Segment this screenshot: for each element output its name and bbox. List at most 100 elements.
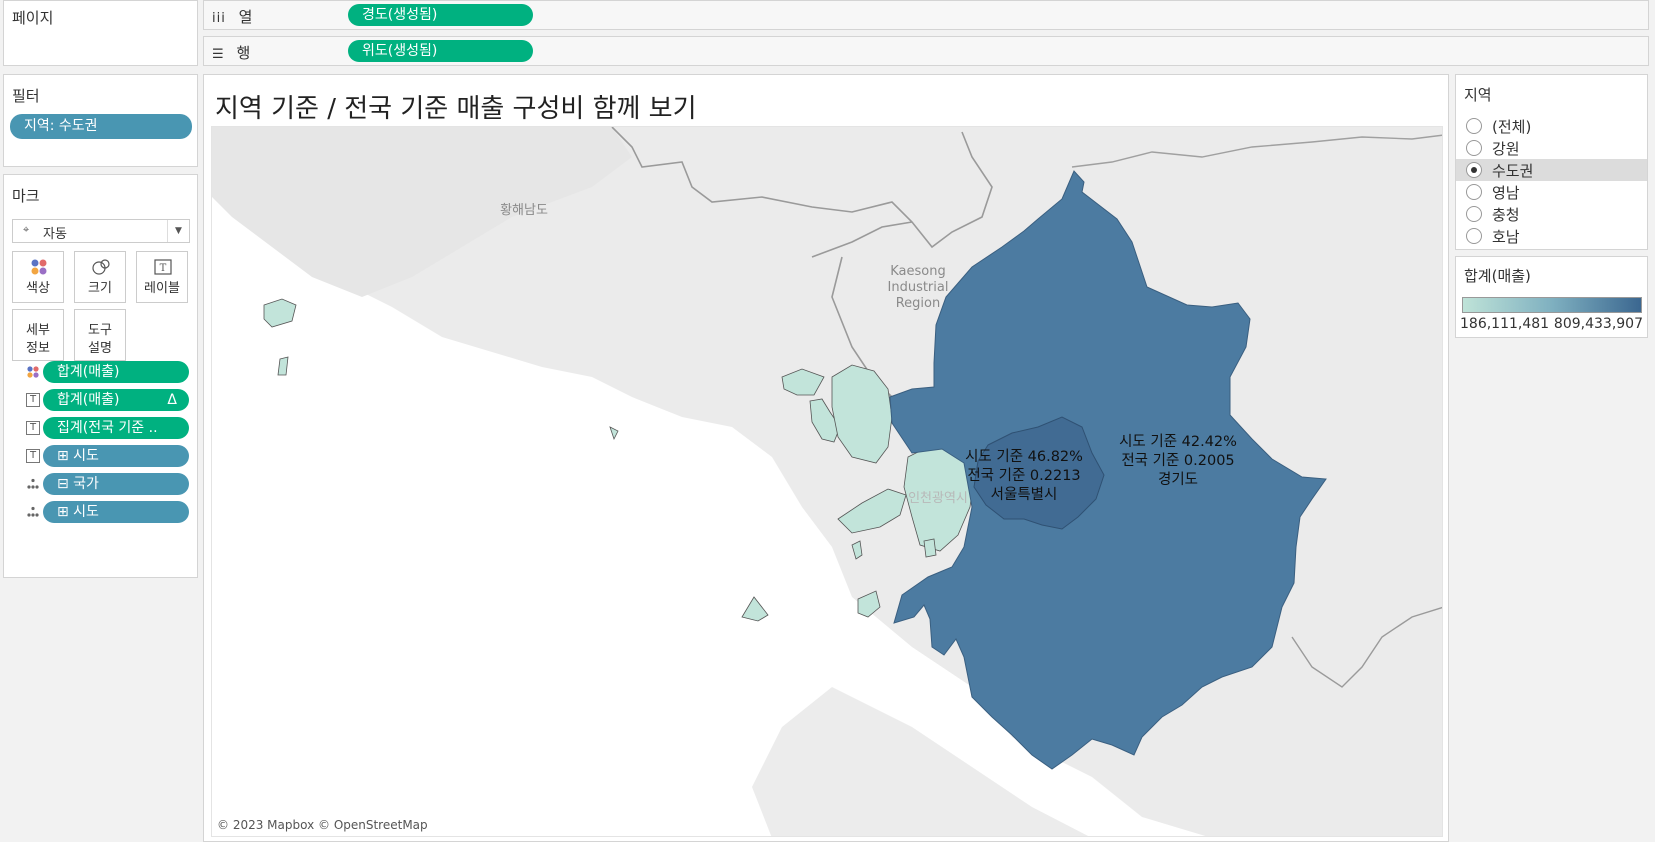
place-kaesong-2: Industrial xyxy=(888,280,949,295)
region-option-label: 강원 xyxy=(1492,140,1520,158)
region-option-label: 영남 xyxy=(1492,184,1520,202)
field-pill-sido-label[interactable]: ⊞ 시도 xyxy=(43,445,189,467)
radio-icon xyxy=(1466,140,1482,156)
size-label: 크기 xyxy=(88,281,112,296)
color-icon xyxy=(31,259,47,275)
text-icon: T xyxy=(26,449,40,463)
color-button[interactable]: 색상 xyxy=(12,251,64,303)
tooltip-label-1: 도구 xyxy=(88,323,112,338)
latitude-pill[interactable]: 위도(생성됨) xyxy=(348,40,533,62)
color-legend-panel: 합계(매출) 186,111,481 809,433,907 xyxy=(1455,256,1648,338)
region-filter-panel: 지역 (전체) 강원 수도권 영남 충청 호남 xyxy=(1455,74,1648,250)
map-mark-icon: ⌖ xyxy=(23,223,30,236)
columns-icon: iii xyxy=(212,11,226,26)
land-west xyxy=(212,127,632,297)
columns-label: 열 xyxy=(238,8,253,26)
rows-icon: ☰ xyxy=(212,47,224,62)
color-label: 색상 xyxy=(26,281,50,296)
delta-icon: Δ xyxy=(167,392,177,408)
place-kaesong-3: Region xyxy=(896,296,941,311)
gyeonggi-region[interactable] xyxy=(889,170,1327,770)
radio-icon xyxy=(1466,206,1482,222)
size-icon xyxy=(92,259,110,275)
longitude-pill[interactable]: 경도(생성됨) xyxy=(348,4,533,26)
field-pill-country[interactable]: ⊟ 국가 xyxy=(43,473,189,495)
sheet-title: 지역 기준 / 전국 기준 매출 구성비 함께 보기 xyxy=(215,94,697,124)
tooltip-button[interactable]: 도구 설명 xyxy=(74,309,126,361)
detail-icon xyxy=(26,505,40,519)
legend-min: 186,111,481 xyxy=(1460,316,1550,332)
radio-selected-icon xyxy=(1466,162,1482,178)
text-icon: T xyxy=(26,421,40,435)
columns-shelf-label: iii 열 xyxy=(212,6,252,27)
field-pill-sum-sales-color[interactable]: 합계(매출) xyxy=(43,361,189,383)
field-pill-sido-detail[interactable]: ⊞ 시도 xyxy=(43,501,189,523)
legend-gradient xyxy=(1462,297,1642,313)
size-button[interactable]: 크기 xyxy=(74,251,126,303)
map-svg: 황해남도 Kaesong Industrial Region 인천광역시 시도 … xyxy=(212,127,1442,836)
radio-icon xyxy=(1466,184,1482,200)
land-south xyxy=(752,687,1089,836)
radio-icon xyxy=(1466,228,1482,244)
field-pill-sum-sales-label[interactable]: 합계(매출) Δ xyxy=(43,389,189,411)
filters-panel: 필터 지역: 수도권 xyxy=(3,74,198,167)
region-option-chungcheong[interactable]: 충청 xyxy=(1456,203,1647,225)
legend-title: 합계(매출) xyxy=(1464,267,1531,285)
place-kaesong-1: Kaesong xyxy=(890,264,945,279)
region-filter-pill[interactable]: 지역: 수도권 xyxy=(10,114,192,139)
detail-label-1: 세부 xyxy=(26,323,50,338)
region-option-label: (전체) xyxy=(1492,118,1532,136)
gyeonggi-label-line1: 시도 기준 42.42% xyxy=(1119,433,1237,450)
detail-icon xyxy=(26,477,40,491)
pages-panel: 페이지 xyxy=(3,0,198,66)
region-option-label: 수도권 xyxy=(1492,162,1534,180)
gyeonggi-label-line2: 전국 기준 0.2005 xyxy=(1121,452,1234,469)
place-hwanghae: 황해남도 xyxy=(500,203,548,218)
gyeonggi-label-line3: 경기도 xyxy=(1158,471,1198,488)
columns-shelf[interactable]: iii 열 경도(생성됨) xyxy=(203,0,1649,30)
legend-max: 809,433,907 xyxy=(1553,316,1643,332)
region-option-all[interactable]: (전체) xyxy=(1456,115,1647,137)
incheon-shapes xyxy=(263,298,975,622)
marks-panel: 마크 ⌖ 자동 ▼ 색상 크기 T 레이블 세부 정보 도구 설명 합계(매출)… xyxy=(3,174,198,578)
pages-title: 페이지 xyxy=(12,9,54,27)
seoul-region[interactable] xyxy=(973,416,1105,530)
map-attribution[interactable]: © 2023 Mapbox © OpenStreetMap xyxy=(217,818,428,832)
sheet-panel: 지역 기준 / 전국 기준 매출 구성비 함께 보기 xyxy=(203,74,1449,842)
field-pill-national-ratio[interactable]: 집계(전국 기준 .. xyxy=(43,417,189,439)
text-icon: T xyxy=(26,393,40,407)
rows-shelf-label: ☰ 행 xyxy=(212,42,250,63)
seoul-label-line1: 시도 기준 46.82% xyxy=(965,448,1083,465)
region-option-yeongnam[interactable]: 영남 xyxy=(1456,181,1647,203)
label-label: 레이블 xyxy=(144,281,180,296)
border-line-4 xyxy=(1291,606,1442,688)
region-option-gangwon[interactable]: 강원 xyxy=(1456,137,1647,159)
region-option-label: 호남 xyxy=(1492,228,1520,246)
region-option-honam[interactable]: 호남 xyxy=(1456,225,1647,247)
mark-type-value: 자동 xyxy=(43,227,67,242)
label-icon: T xyxy=(154,259,172,275)
rows-shelf[interactable]: ☰ 행 위도(생성됨) xyxy=(203,36,1649,66)
region-option-sudogwon[interactable]: 수도권 xyxy=(1456,159,1647,181)
place-incheon: 인천광역시 xyxy=(908,491,968,506)
border-line xyxy=(611,127,993,249)
field-label-sum-sales: 합계(매출) xyxy=(57,392,120,408)
mark-type-select[interactable]: ⌖ 자동 ▼ xyxy=(12,219,190,243)
filters-title: 필터 xyxy=(12,87,40,105)
svg-text:T: T xyxy=(160,263,167,274)
tooltip-label-2: 설명 xyxy=(88,341,112,356)
seoul-label-line2: 전국 기준 0.2213 xyxy=(967,467,1080,484)
detail-label-2: 정보 xyxy=(26,341,50,356)
label-button[interactable]: T 레이블 xyxy=(136,251,188,303)
border-line-3 xyxy=(1071,134,1442,168)
marks-title: 마크 xyxy=(12,187,40,205)
detail-button[interactable]: 세부 정보 xyxy=(12,309,64,361)
region-option-label: 충청 xyxy=(1492,206,1520,224)
seoul-label-line3: 서울특별시 xyxy=(991,486,1058,503)
region-filter-title: 지역 xyxy=(1464,86,1492,104)
chevron-down-icon[interactable]: ▼ xyxy=(167,220,189,242)
map-view[interactable]: 황해남도 Kaesong Industrial Region 인천광역시 시도 … xyxy=(211,126,1443,837)
rows-label: 행 xyxy=(236,44,251,62)
color-dots-icon xyxy=(26,365,40,379)
radio-icon xyxy=(1466,118,1482,134)
